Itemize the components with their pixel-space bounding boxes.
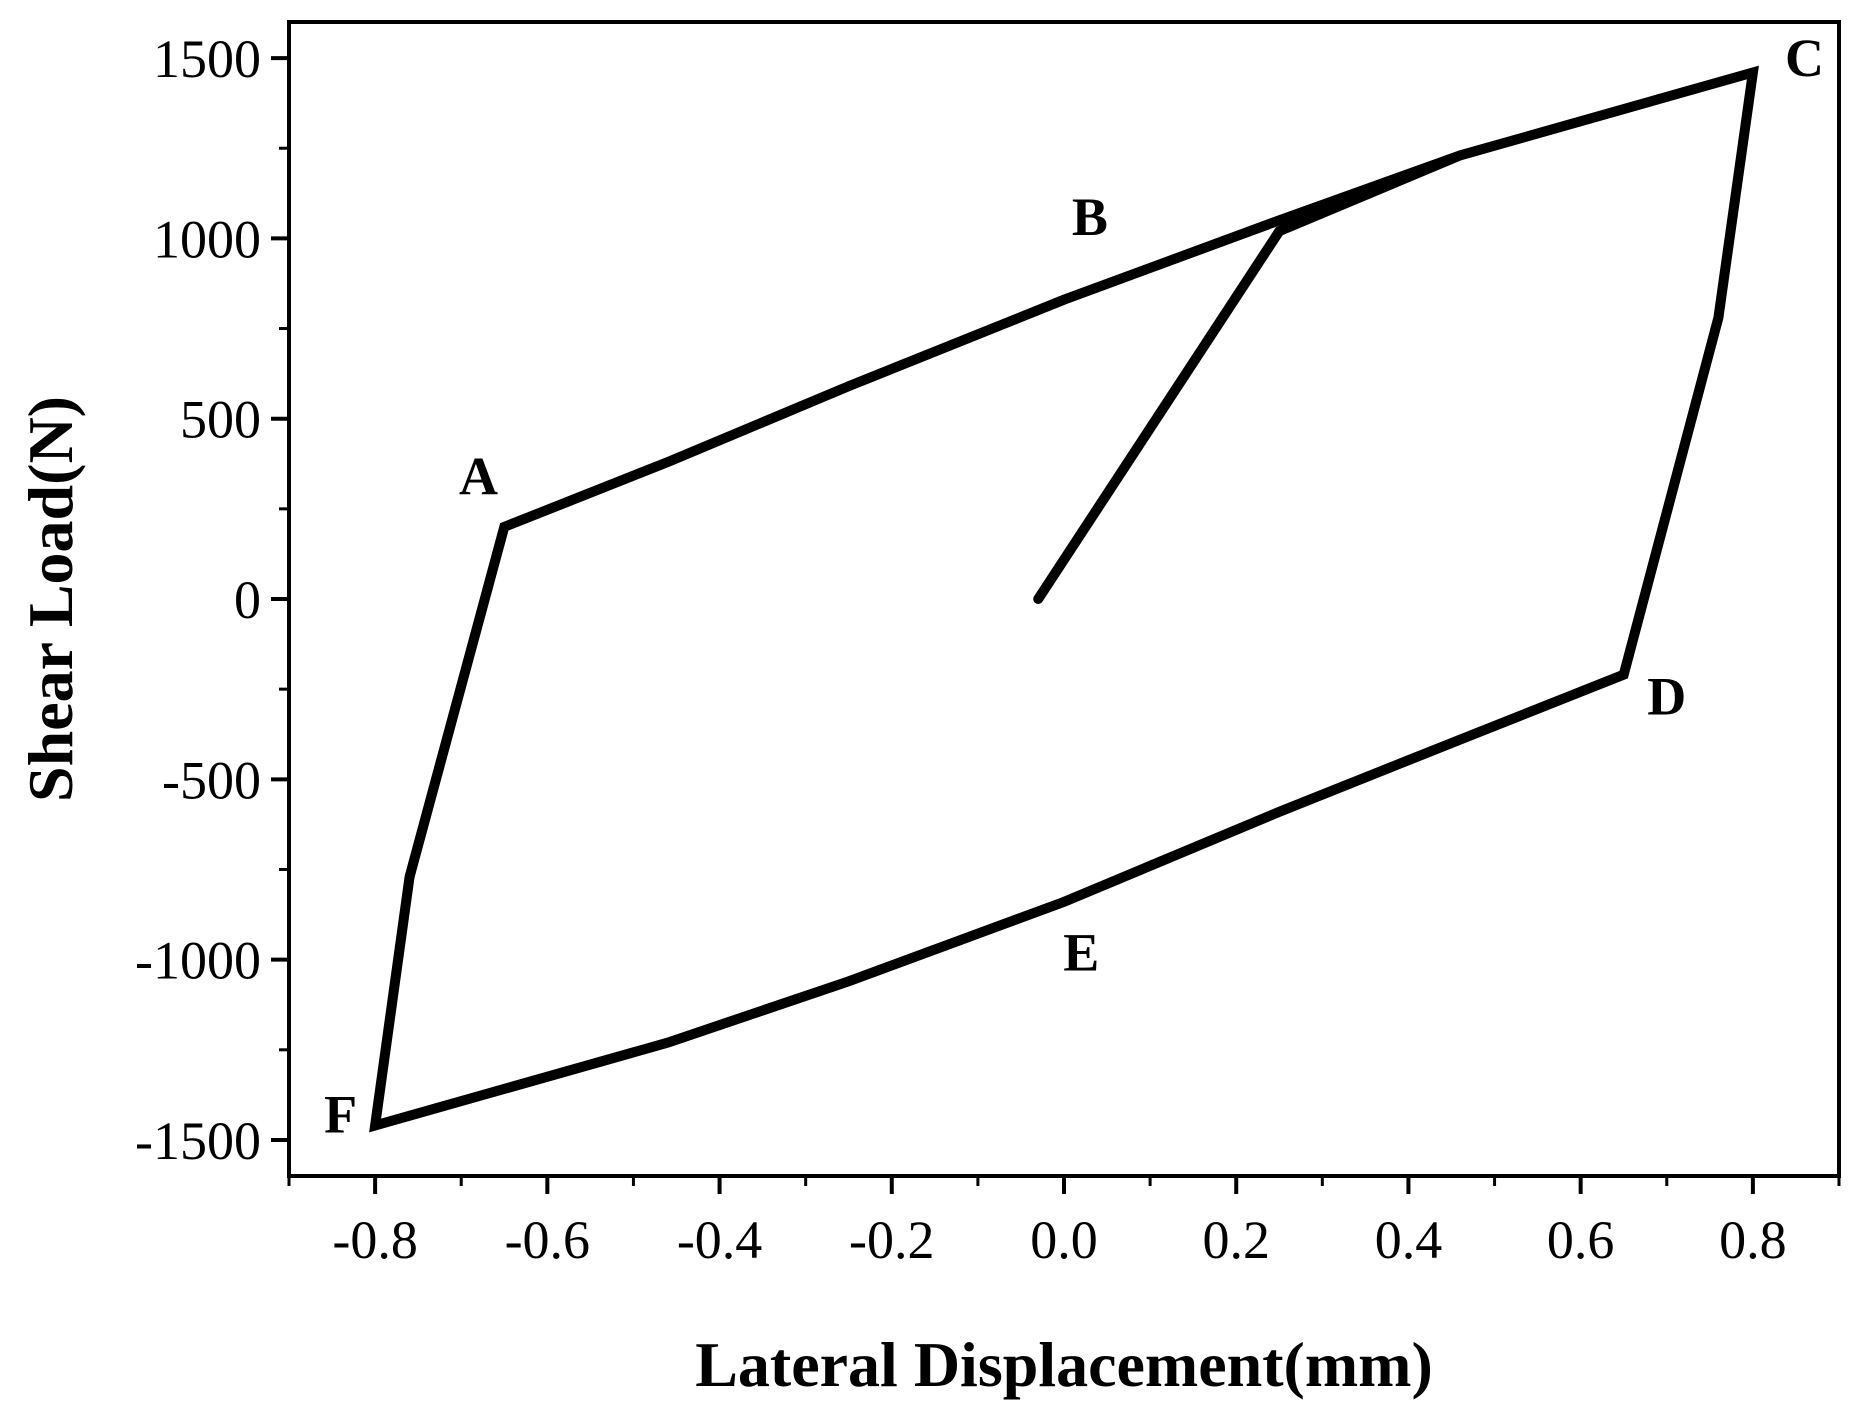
axis-ticks	[271, 56, 1841, 1194]
y-tick-label: -1500	[135, 1111, 261, 1171]
y-tick-label: 1000	[153, 209, 261, 269]
x-tick-label: 0.0	[1030, 1210, 1098, 1270]
point-label-c: C	[1785, 28, 1824, 88]
x-tick-label: 0.4	[1375, 1210, 1443, 1270]
x-axis-title: Lateral Displacement(mm)	[695, 1329, 1433, 1400]
axis-tick-labels: -0.8 -0.6 -0.4 -0.2 0.0 0.2 0.4 0.6 0.8 1500 1000 5…	[135, 29, 1787, 1270]
point-label-e: E	[1063, 922, 1099, 982]
y-axis-title: Shear Load(N)	[15, 396, 86, 802]
x-tick-label: -0.8	[332, 1210, 417, 1270]
x-tick-label: 0.2	[1202, 1210, 1270, 1270]
x-tick-label: 0.8	[1719, 1210, 1787, 1270]
x-tick-label: 0.6	[1547, 1210, 1615, 1270]
y-tick-label: -1000	[135, 931, 261, 991]
point-label-b: B	[1072, 187, 1108, 247]
y-tick-label: 500	[180, 390, 261, 450]
point-annotations: A B C D E F	[324, 28, 1824, 1145]
point-label-f: F	[324, 1085, 357, 1145]
y-tick-label: 0	[234, 570, 261, 630]
x-tick-label: -0.6	[505, 1210, 590, 1270]
point-label-d: D	[1647, 666, 1686, 726]
point-label-a: A	[459, 446, 498, 506]
x-tick-label: -0.4	[677, 1210, 762, 1270]
y-tick-label: 1500	[153, 29, 261, 89]
x-tick-label: -0.2	[849, 1210, 934, 1270]
series-line	[369, 65, 1759, 1133]
plot-frame	[287, 20, 1841, 1178]
y-tick-label: -500	[162, 750, 261, 810]
